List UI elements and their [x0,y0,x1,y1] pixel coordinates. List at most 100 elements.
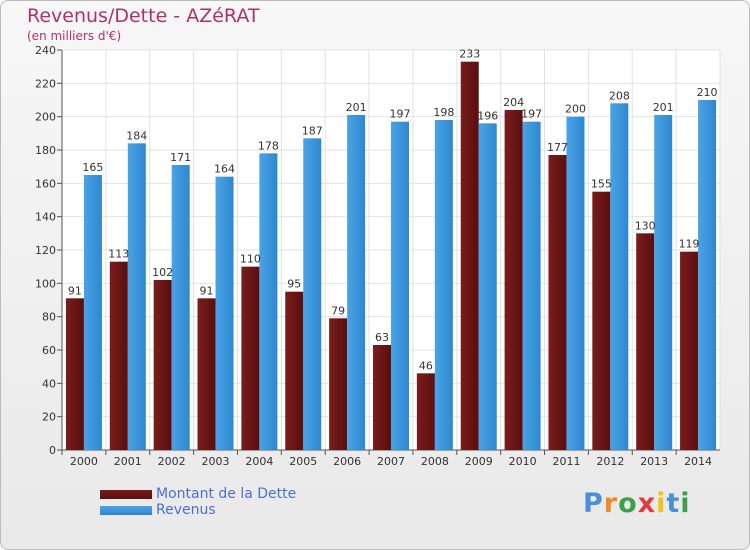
bar-layer [65,61,717,451]
bar-dette [416,373,435,450]
data-label: 197 [390,108,411,121]
y-tick-label: 40 [42,377,56,390]
bar-dette [65,298,84,450]
bar-dette [285,291,304,450]
bar-dette [109,261,128,450]
legend-swatch-dette [100,489,152,499]
x-tick-label: 2000 [70,455,98,468]
bar-dette [592,191,611,450]
bar-revenus [391,121,409,451]
label-layer: 2000 91 165 2001 113 184 2002 102 171 2003 91 164 20… [68,48,718,468]
x-tick-label: 2014 [684,455,712,468]
y-tick-label: 140 [35,211,56,224]
bar-revenus [610,103,629,450]
bar-dette [153,280,172,450]
bar-revenus [347,115,366,450]
data-label: 155 [591,178,612,191]
x-tick-label: 2005 [289,455,317,468]
x-tick-label: 2007 [377,455,405,468]
bar-revenus [478,123,497,450]
x-tick-label: 2004 [245,455,273,468]
data-label: 177 [547,141,568,154]
data-label: 200 [565,103,586,116]
logo-letter: x [637,488,657,519]
x-tick-label: 2001 [114,455,142,468]
bar-dette [460,61,479,451]
bar-revenus [303,138,322,451]
data-label: 46 [419,359,433,372]
bar-revenus [171,165,190,450]
data-label: 197 [521,108,542,121]
logo-letter: t [666,488,681,519]
y-tick-label: 80 [42,311,56,324]
bar-revenus [522,121,541,451]
logo-letter: P [583,488,604,519]
bar-revenus [83,175,102,450]
bar-revenus [259,153,278,451]
x-tick-label: 2012 [596,455,624,468]
data-label: 178 [258,139,279,152]
bar-revenus [566,116,585,451]
x-tick-label: 2002 [158,455,186,468]
x-tick-label: 2013 [640,455,668,468]
bar-revenus [698,100,717,450]
data-label: 165 [82,161,103,174]
legend-label-revenus: Revenus [156,502,216,518]
y-tick-label: 0 [49,444,56,457]
data-label: 102 [152,266,173,279]
data-label: 91 [200,284,214,297]
x-tick-label: 2009 [465,455,493,468]
x-tick-label: 2006 [333,455,361,468]
data-label: 201 [346,101,367,114]
bar-revenus [654,115,673,450]
legend: Montant de la Dette Revenus [100,486,296,518]
data-label: 171 [170,151,191,164]
logo-letter: o [618,488,638,519]
data-label: 210 [697,86,718,99]
bar-dette [197,298,216,450]
bar-dette [680,251,699,450]
y-tick-label: 100 [35,277,56,290]
logo-letter: i [680,488,691,519]
bar-dette [241,266,260,450]
data-label: 198 [433,106,454,119]
x-tick-label: 2003 [202,455,230,468]
bar-dette [504,110,523,450]
data-label: 79 [331,304,345,317]
y-tick-label: 120 [35,244,56,257]
data-label: 113 [108,248,129,261]
y-tick-label: 200 [35,111,56,124]
logo-letter: i [656,488,667,519]
y-tick-label: 220 [35,77,56,90]
y-tick-label: 240 [35,44,56,57]
legend-label-dette: Montant de la Dette [156,486,297,502]
bar-dette [373,345,391,450]
data-label: 201 [653,101,674,114]
bar-dette [636,233,655,450]
data-label: 110 [240,253,261,266]
data-label: 130 [635,219,656,232]
legend-item-revenus: Revenus [100,502,296,518]
bar-dette [548,155,567,450]
data-label: 233 [459,48,480,61]
x-tick-label: 2011 [552,455,580,468]
logo-letter: r [603,488,619,519]
data-label: 204 [503,96,524,109]
proxiti-logo: Proxiti [583,488,691,519]
chart-title: Revenus/Dette - AZéRAT [27,5,260,27]
data-label: 208 [609,89,630,102]
data-label: 184 [126,129,147,142]
y-tick-label: 20 [42,411,56,424]
legend-swatch-revenus [100,505,152,515]
chart-subtitle: (en milliers d'€) [27,29,122,43]
data-label: 187 [302,124,323,137]
data-label: 119 [679,238,700,251]
y-tick-label: 60 [42,344,56,357]
data-label: 95 [287,278,301,291]
data-label: 196 [477,109,498,122]
x-tick-label: 2008 [421,455,449,468]
data-label: 63 [375,331,389,344]
y-tick-label: 160 [35,177,56,190]
legend-item-dette: Montant de la Dette [100,486,296,502]
